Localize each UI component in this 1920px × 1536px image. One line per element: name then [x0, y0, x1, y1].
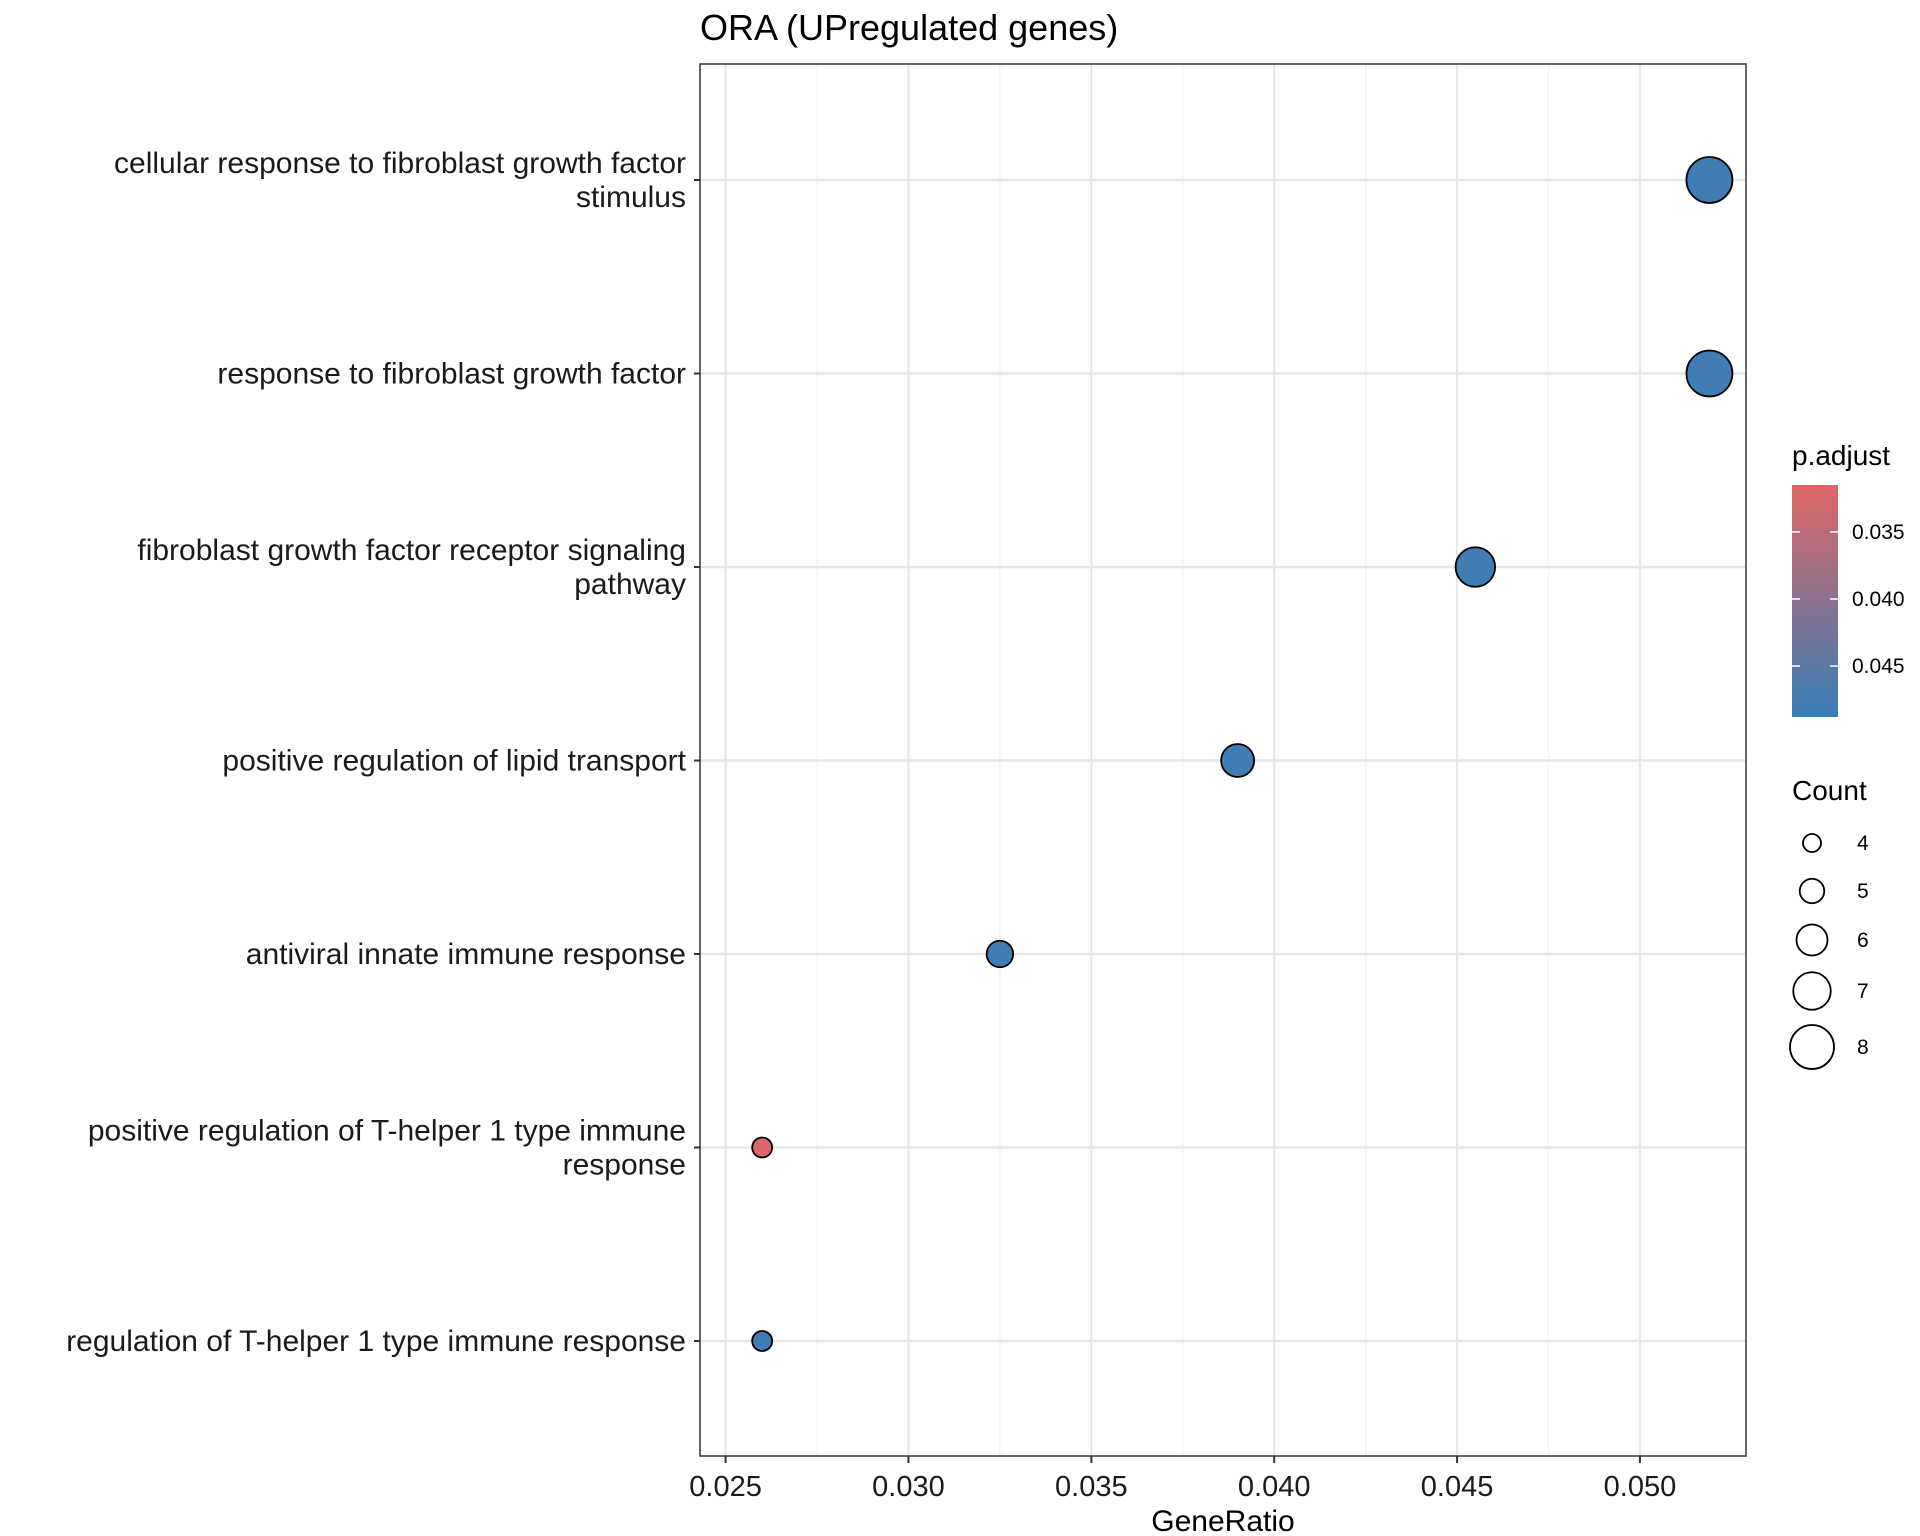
y-tick-label: antiviral innate immune response — [246, 938, 686, 971]
y-tick-label: regulation of T-helper 1 type immune res… — [66, 1325, 686, 1358]
y-axis: cellular response to fibroblast growth f… — [66, 147, 700, 1358]
color-legend: p.adjust 0.035 0.040 0.045 — [1792, 440, 1905, 717]
x-tick-label: 0.040 — [1238, 1471, 1311, 1503]
data-point — [1685, 349, 1734, 398]
size-legend-label: 6 — [1857, 929, 1869, 952]
x-tick-label: 0.025 — [689, 1471, 762, 1503]
size-legend-title: Count — [1792, 775, 1867, 806]
color-legend-label: 0.035 — [1852, 521, 1905, 544]
color-legend-label: 0.045 — [1852, 655, 1905, 678]
y-tick-label: positive regulation of T-helper 1 type i… — [88, 1115, 686, 1148]
data-point — [1685, 156, 1734, 204]
x-tick-label: 0.035 — [1055, 1471, 1128, 1503]
size-legend: Count 4 5 6 7 8 — [1789, 775, 1869, 1070]
data-point — [751, 1136, 774, 1159]
data-point — [1220, 743, 1256, 778]
y-tick-label: fibroblast growth factor receptor signal… — [137, 534, 686, 567]
color-legend-title: p.adjust — [1792, 440, 1890, 471]
y-tick-label: positive regulation of lipid transport — [222, 745, 686, 778]
size-legend-label: 7 — [1857, 980, 1869, 1003]
size-legend-circle — [1789, 1024, 1835, 1070]
data-point — [985, 939, 1015, 969]
y-tick-label: response — [563, 1149, 686, 1182]
x-axis-label: GeneRatio — [1151, 1505, 1294, 1536]
size-legend-circle — [1795, 923, 1829, 957]
x-tick-label: 0.030 — [872, 1471, 945, 1503]
x-tick-label: 0.050 — [1604, 1471, 1677, 1503]
y-tick-label: pathway — [574, 568, 686, 601]
data-points — [751, 156, 1734, 1352]
y-tick-label: stimulus — [576, 181, 686, 214]
x-axis: 0.025 0.030 0.035 0.040 0.045 0.050 — [689, 1456, 1676, 1503]
size-legend-label: 8 — [1857, 1036, 1869, 1059]
data-point — [751, 1330, 774, 1352]
x-tick-label: 0.045 — [1421, 1471, 1494, 1503]
data-point — [1454, 546, 1497, 588]
y-tick-label: response to fibroblast growth factor — [217, 358, 686, 391]
chart-title: ORA (UPregulated genes) — [700, 7, 1118, 48]
size-legend-circle — [1802, 833, 1822, 853]
color-legend-bar — [1792, 485, 1838, 717]
y-tick-label: cellular response to fibroblast growth f… — [114, 147, 686, 180]
color-legend-label: 0.040 — [1852, 588, 1905, 611]
size-legend-circle — [1798, 877, 1826, 905]
size-legend-label: 4 — [1857, 832, 1869, 855]
size-legend-circle — [1792, 971, 1832, 1011]
size-legend-label: 5 — [1857, 880, 1869, 903]
